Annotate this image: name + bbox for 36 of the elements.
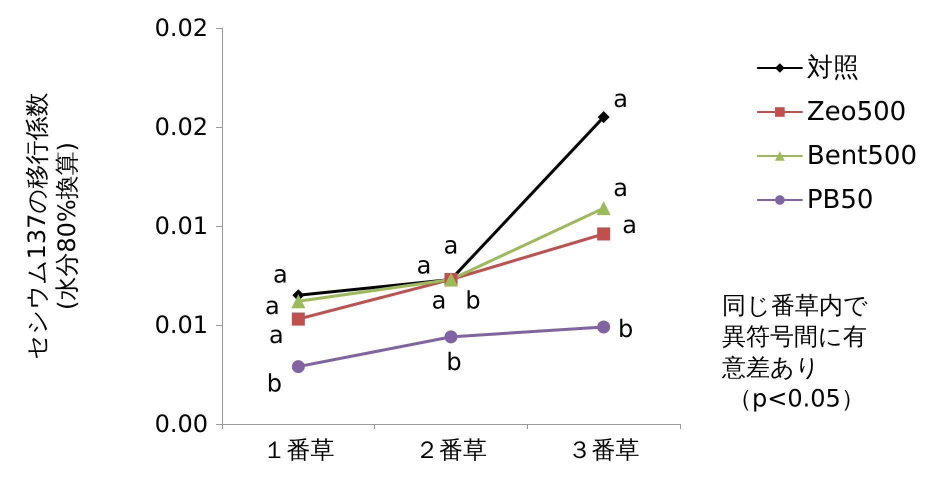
text: 同じ番草内で異符号間に有意差あり [721,292,868,382]
annotation: a [416,251,432,280]
annotation: a [622,210,638,239]
annotation: b [465,286,481,314]
point [597,227,610,240]
y-tick-label: 0.02 [154,113,208,141]
point [292,312,305,326]
y-axis-title: セシウム137の移行係数 (水分80%換算) [23,92,81,360]
annotation: a [268,321,284,350]
annotation: a [613,174,628,202]
annotation: b [446,348,462,376]
x-tick-label: ３番草 [568,436,640,464]
y-tick-label: 0.01 [154,212,208,240]
x-tick-label: ２番草 [415,436,487,464]
text: （p<0.05） [728,384,865,412]
annotation: a [613,85,628,114]
annotation: b [266,370,282,398]
annotation: a [444,231,458,260]
legend-label: Zeo500 [806,97,906,127]
x-tick-label: １番草 [262,436,334,464]
legend-label: 対照 [806,53,859,83]
y-tick-label: 0.00 [154,410,208,438]
point [444,330,458,344]
annotation: a [264,292,280,320]
annotation: b [618,314,634,343]
y-tick-label: 0.02 [154,14,208,42]
point [292,360,305,374]
point [598,111,610,124]
legend-label: PB50 [806,185,874,215]
point [291,294,306,308]
point [596,201,611,216]
annotation: a [432,286,446,314]
annotation: a [272,260,288,288]
y-tick-label: 0.01 [154,311,208,339]
point [597,320,610,334]
legend-label: Bent500 [806,141,918,171]
